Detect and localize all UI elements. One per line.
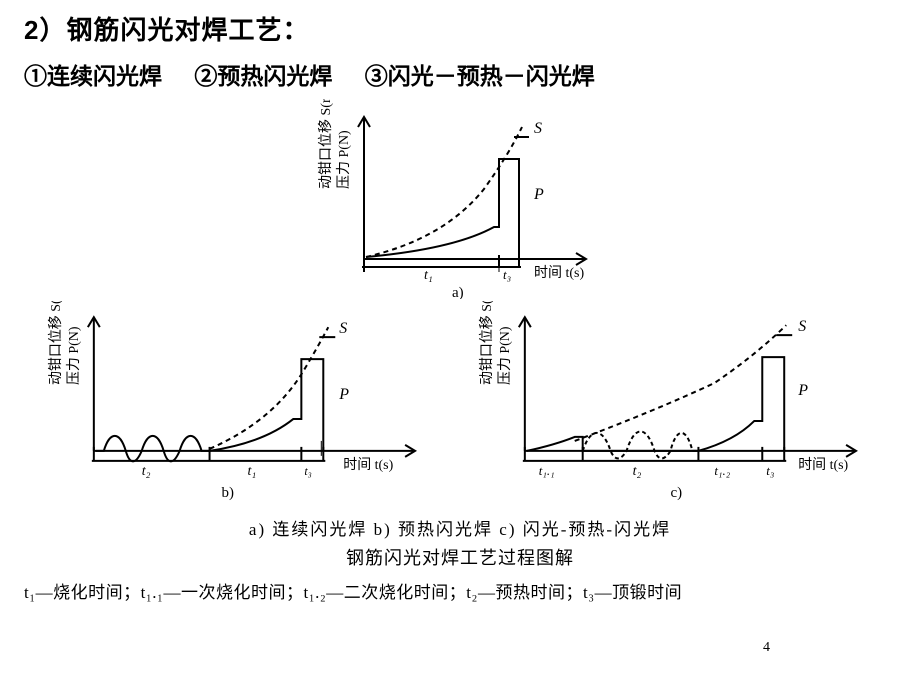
y-label-2c: 压力 P(N)	[497, 326, 513, 385]
caption-line1: a) 连续闪光焊 b) 预热闪光焊 c) 闪光-预热-闪光焊	[24, 515, 896, 540]
y-label-1c: 动钳口位移 S(mm)	[479, 301, 495, 385]
x-label: 时间 t(s)	[534, 265, 584, 281]
x-label-b: 时间 t(s)	[343, 457, 393, 473]
panel-b-tag: b)	[222, 485, 234, 501]
sub-item-1: ①连续闪光焊	[24, 57, 162, 91]
y-label-1b: 动钳口位移 S(mm)	[48, 301, 64, 385]
tick-t12: t₁.₂	[714, 463, 730, 478]
tick-t11: t₁.₁	[539, 463, 555, 478]
subtitle-row: ①连续闪光焊 ②预热闪光焊 ③闪光－预热－闪光焊	[24, 57, 896, 91]
tick-t3-b: t₃	[304, 464, 312, 478]
footer-legend: t₁—烧化时间；t₁.₁—一次烧化时间；t₁.₂—二次烧化时间；t₂—预热时间；…	[24, 578, 896, 603]
x-label-c: 时间 t(s)	[798, 457, 848, 473]
page-number: 4	[763, 640, 770, 656]
diagram-b: 动钳口位移 S(mm) 压力 P(N) 时间 t(s) S P t₂ t₁ t₃…	[24, 301, 443, 501]
caption: a) 连续闪光焊 b) 预热闪光焊 c) 闪光-预热-闪光焊 钢筋闪光对焊工艺过…	[24, 515, 896, 570]
p-label: P	[533, 186, 544, 203]
sub-item-2: ②预热闪光焊	[194, 57, 332, 91]
section-title: 2）钢筋闪光对焊工艺：	[24, 10, 896, 47]
diagram-c: 动钳口位移 S(mm) 压力 P(N) 时间 t(s) S P t₁.₁ t₂ …	[455, 301, 884, 501]
diagram-a: 动钳口位移 S(mm) 压力 P(N) 时间 t(s) S P t₁ t₃ a)	[294, 99, 614, 299]
sub-item-3: ③闪光－预热－闪光焊	[365, 57, 595, 91]
panel-a-tag: a)	[452, 285, 464, 299]
diagrams: 动钳口位移 S(mm) 压力 P(N) 时间 t(s) S P t₁ t₃ a)	[24, 99, 884, 501]
panel-c-tag: c)	[671, 485, 683, 501]
y-label-2b: 压力 P(N)	[66, 326, 82, 385]
tick-t1: t₁	[424, 268, 433, 283]
y-label-2: 压力 P(N)	[336, 130, 352, 189]
tick-t3c: t₃	[766, 463, 774, 478]
s-label: S	[534, 120, 542, 137]
tick-t3: t₃	[503, 267, 511, 282]
tick-t2-b: t₂	[142, 464, 151, 479]
tick-t2-c: t₂	[633, 464, 642, 479]
s-label-c: S	[798, 318, 806, 335]
y-label-1: 动钳口位移 S(mm)	[318, 99, 334, 189]
tick-t1-b: t₁	[247, 464, 256, 479]
caption-line2: 钢筋闪光对焊工艺过程图解	[24, 544, 896, 570]
s-label-b: S	[339, 320, 347, 337]
p-label-b: P	[338, 386, 349, 403]
p-label-c: P	[797, 382, 808, 399]
